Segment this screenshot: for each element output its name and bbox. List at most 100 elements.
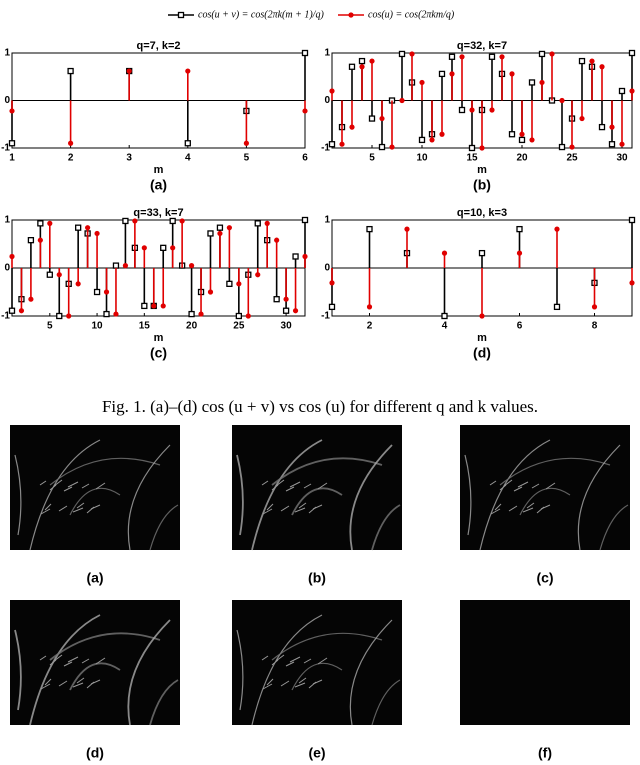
image-texture (76, 677, 85, 684)
image-texture (44, 503, 52, 511)
stem (302, 253, 308, 268)
y-tick-label: -1 (1, 143, 10, 154)
stem (243, 100, 249, 146)
marker (538, 50, 546, 58)
image-edge (371, 504, 401, 551)
stem (508, 100, 516, 138)
marker (9, 253, 15, 260)
image-texture (522, 507, 534, 513)
marker (46, 271, 53, 278)
stem (9, 253, 15, 268)
stem (449, 71, 455, 101)
marker (459, 54, 465, 60)
image-edge (291, 487, 343, 516)
marker (589, 58, 595, 64)
image-edge (149, 679, 179, 726)
stem (489, 100, 495, 113)
image (10, 425, 180, 550)
image-label: (a) (86, 570, 103, 586)
image-texture (280, 505, 290, 512)
stem (619, 100, 625, 147)
stem (292, 253, 299, 268)
x-axis-label: m (154, 332, 164, 344)
marker (185, 68, 191, 74)
image-texture (285, 486, 295, 492)
marker (518, 136, 526, 144)
stem (264, 220, 270, 268)
image-texture (545, 482, 556, 490)
image-texture (294, 507, 306, 513)
stem (302, 100, 308, 114)
image-edge (349, 619, 393, 726)
marker (499, 54, 505, 60)
stem (418, 100, 426, 144)
x-tick-label: 20 (186, 321, 198, 332)
stem-chart: q=7, k=2 -1 0 1 1 2 3 4 5 6 m(a) (1, 40, 308, 193)
stem (85, 225, 91, 268)
stem (151, 268, 157, 309)
marker (379, 115, 385, 122)
marker (112, 262, 120, 269)
image-edge (14, 454, 22, 536)
x-tick-label: 10 (92, 321, 104, 332)
image (10, 600, 180, 725)
marker (66, 313, 72, 319)
stem (439, 100, 445, 137)
marker (264, 220, 270, 226)
marker (292, 253, 299, 260)
image-panel: (b) (232, 425, 402, 586)
stem (389, 100, 395, 150)
x-tick-label: 15 (466, 153, 478, 164)
stem (516, 250, 523, 268)
stem (46, 268, 53, 278)
stem (245, 268, 251, 319)
image-texture (72, 682, 84, 688)
image-texture (58, 505, 68, 512)
chart-title: q=10, k=3 (457, 207, 507, 219)
stem (8, 268, 16, 314)
image-edge (69, 487, 121, 516)
stem (75, 268, 81, 287)
marker (141, 302, 148, 310)
stem (184, 100, 191, 147)
y-tick-label: -1 (321, 311, 330, 322)
marker (441, 312, 448, 320)
image-texture (513, 486, 523, 492)
image-texture (266, 503, 274, 511)
stem (558, 100, 566, 151)
stem (283, 268, 289, 302)
marker (448, 53, 456, 60)
y-tick-label: 0 (4, 263, 10, 274)
marker (236, 281, 242, 287)
image-edge (291, 662, 343, 691)
image-label: (d) (86, 745, 104, 761)
stem (122, 217, 129, 268)
marker (217, 230, 223, 237)
stem (579, 100, 585, 122)
marker (179, 218, 185, 224)
marker (509, 71, 515, 77)
marker (75, 281, 81, 287)
image-texture (298, 677, 307, 684)
stem (554, 226, 560, 268)
marker (479, 145, 485, 151)
marker (151, 303, 157, 309)
marker (628, 216, 636, 224)
stem (591, 268, 598, 310)
image-texture (303, 658, 312, 664)
image-texture (67, 481, 79, 488)
stem (160, 244, 167, 268)
stem (519, 100, 525, 137)
marker (449, 71, 455, 77)
image-texture (508, 505, 518, 512)
marker (274, 237, 280, 243)
image-label: (f) (538, 745, 552, 761)
image-texture (67, 656, 79, 663)
marker (113, 311, 119, 317)
marker (519, 131, 525, 137)
stem (328, 100, 336, 148)
marker (27, 237, 35, 244)
stem (559, 97, 565, 104)
legend-item: cos(u) = cos(2πkm/q) (338, 9, 455, 20)
